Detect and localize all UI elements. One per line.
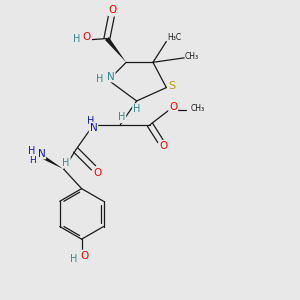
Text: S: S [169,81,176,91]
Text: N: N [38,148,45,159]
Text: N: N [107,72,115,82]
Text: H: H [118,112,125,122]
Text: CH₃: CH₃ [185,52,199,61]
Text: O: O [80,250,88,260]
Polygon shape [105,37,126,62]
Text: O: O [169,102,177,112]
Text: H: H [73,34,80,44]
Text: N: N [90,123,98,133]
Polygon shape [37,152,64,169]
Text: H: H [70,254,77,264]
Text: O: O [159,141,167,152]
Text: O: O [109,5,117,15]
Text: H: H [96,74,104,84]
Text: O: O [83,32,91,42]
Text: H: H [28,156,35,165]
Text: H: H [133,104,140,114]
Text: CH₃: CH₃ [191,104,205,113]
Text: H: H [28,146,36,156]
Text: O: O [93,168,101,178]
Text: H: H [62,158,70,168]
Text: H: H [88,116,95,126]
Text: H₃C: H₃C [167,33,182,42]
